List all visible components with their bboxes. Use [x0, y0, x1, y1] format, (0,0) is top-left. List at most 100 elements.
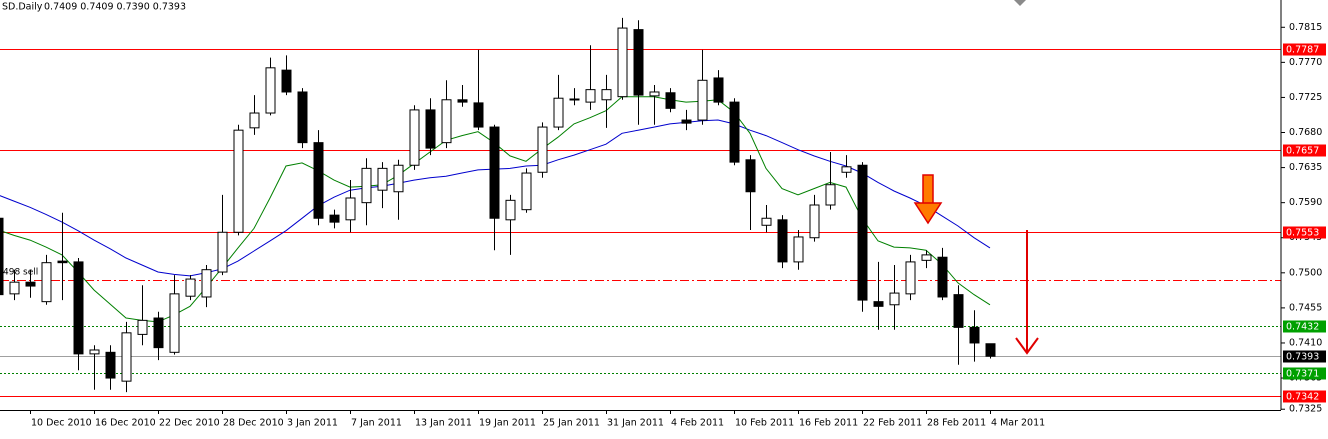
- candle-body: [73, 261, 84, 355]
- candle-body: [441, 99, 452, 144]
- x-tick-label: 13 Jan 2011: [415, 418, 472, 429]
- y-tick-label: 0.7455: [1289, 302, 1322, 313]
- candles: [0, 17, 996, 393]
- candle-body: [473, 102, 484, 128]
- x-tick-label: 4 Mar 2011: [991, 418, 1045, 429]
- candle-body: [281, 69, 292, 93]
- x-tick-label: 7 Jan 2011: [351, 418, 402, 429]
- price-tag: [1283, 43, 1326, 56]
- price-tag: [1283, 226, 1326, 239]
- candle-body: [297, 91, 308, 144]
- candle-body: [569, 98, 580, 101]
- candle-body: [681, 119, 692, 124]
- y-tick-label: 0.7770: [1289, 57, 1322, 68]
- price-tag: [1283, 350, 1326, 363]
- candle-body: [633, 29, 644, 96]
- x-tick-label: 22 Feb 2011: [863, 418, 922, 429]
- candle-body: [825, 184, 836, 206]
- candle-body: [217, 231, 228, 273]
- candle-body: [713, 77, 724, 103]
- candle-body: [121, 332, 132, 382]
- candle-body: [585, 89, 596, 103]
- price-tag-label: 0.7393: [1286, 352, 1319, 363]
- chart-title: SD.Daily: [2, 2, 43, 13]
- x-tick-label: 3 Jan 2011: [287, 418, 338, 429]
- price-tags: 0.7787 0.7657 0.7553 0.7432 0.7393 0.7371 0.73…: [1283, 43, 1326, 403]
- candle-body: [905, 261, 916, 295]
- candle-body: [377, 167, 388, 191]
- y-tick-label: 0.7635: [1289, 162, 1322, 173]
- y-tick-label: 0.7725: [1289, 92, 1322, 103]
- candle-body: [857, 164, 868, 301]
- candle-body: [41, 262, 52, 303]
- annotation: 498 sell: [3, 268, 38, 278]
- candle-body: [0, 217, 4, 296]
- candle-body: [89, 349, 100, 355]
- price-tag-label: 0.7657: [1286, 146, 1319, 157]
- x-tick-label: 28 Feb 2011: [927, 418, 986, 429]
- y-tick-label: 0.7500: [1289, 267, 1322, 278]
- candle-body: [249, 112, 260, 129]
- candle-body: [105, 351, 116, 379]
- candle-body: [233, 129, 244, 233]
- price-tag: [1283, 367, 1326, 380]
- arrow-shaft: [922, 174, 934, 206]
- candle-body: [809, 204, 820, 239]
- candle-body: [969, 326, 980, 344]
- price-tag-label: 0.7432: [1286, 322, 1319, 333]
- axis: 0.7815 0.7770 0.7725 0.7680 0.7635 0.7590 0.75…: [30, 22, 1322, 429]
- price-tag: [1283, 144, 1326, 157]
- candle-body: [985, 343, 996, 357]
- candle-body: [169, 293, 180, 353]
- candle-body: [841, 166, 852, 173]
- candle-body: [57, 260, 68, 264]
- candle-body: [761, 217, 772, 226]
- y-tick-label: 0.7325: [1289, 404, 1322, 415]
- marker: [1014, 0, 1026, 6]
- candle-body: [425, 109, 436, 149]
- candle-body: [617, 27, 628, 98]
- candle-body: [409, 109, 420, 166]
- candle-body: [889, 292, 900, 306]
- candle-body: [521, 172, 532, 211]
- x-tick-label: 16 Feb 2011: [799, 418, 858, 429]
- candle-body: [745, 159, 756, 193]
- x-tick-label: 22 Dec 2010: [159, 418, 220, 429]
- candle-body: [153, 317, 164, 349]
- candle-body: [9, 281, 20, 295]
- price-tag-label: 0.7342: [1286, 392, 1319, 403]
- x-tick-label: 4 Feb 2011: [671, 418, 724, 429]
- candle-body: [201, 269, 212, 298]
- candle-body: [953, 294, 964, 328]
- y-tick-label: 0.7590: [1289, 197, 1322, 208]
- price-tag-label: 0.7553: [1286, 228, 1319, 239]
- price-tag: [1283, 390, 1326, 403]
- candle-body: [553, 97, 564, 128]
- candle-body: [265, 67, 276, 114]
- red-arrow: [1015, 230, 1039, 355]
- x-tick-label: 25 Jan 2011: [543, 418, 600, 429]
- candle-body: [601, 89, 612, 101]
- x-tick-label: 28 Dec 2010: [223, 418, 284, 429]
- candle-body: [537, 126, 548, 173]
- candle-body: [777, 219, 788, 263]
- candle-body: [345, 197, 356, 221]
- candle-body: [665, 92, 676, 109]
- candle-body: [921, 254, 932, 261]
- y-tick-label: 0.7410: [1289, 337, 1322, 348]
- x-tick-label: 16 Dec 2010: [95, 418, 156, 429]
- arrow-head: [913, 202, 943, 225]
- candle-body: [457, 99, 468, 103]
- candle-body: [697, 79, 708, 121]
- candle-body: [137, 319, 148, 335]
- candle-body: [25, 281, 36, 287]
- x-tick-label: 19 Jan 2011: [479, 418, 536, 429]
- levels: [0, 49, 1281, 397]
- candle-body: [873, 301, 884, 307]
- candle-body: [937, 256, 948, 298]
- orange-arrow: [913, 174, 943, 225]
- x-tick-label: 10 Feb 2011: [735, 418, 794, 429]
